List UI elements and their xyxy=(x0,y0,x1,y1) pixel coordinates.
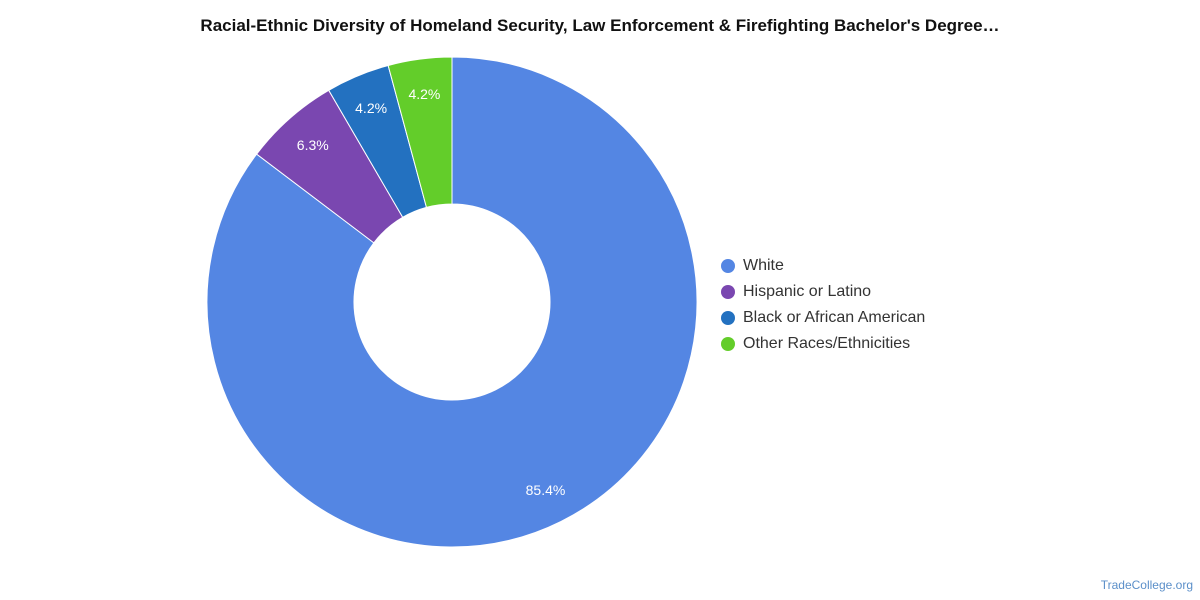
slice-value-label: 85.4% xyxy=(526,482,566,498)
chart-legend: White Hispanic or Latino Black or Africa… xyxy=(721,253,925,357)
legend-item-other-races-ethnicities[interactable]: Other Races/Ethnicities xyxy=(721,331,925,357)
legend-item-black-or-african-american[interactable]: Black or African American xyxy=(721,305,925,331)
legend-marker xyxy=(721,285,735,299)
legend-marker xyxy=(721,337,735,351)
legend-item-white[interactable]: White xyxy=(721,253,925,279)
slice-value-label: 6.3% xyxy=(297,137,329,153)
legend-label: Other Races/Ethnicities xyxy=(743,335,911,352)
source-watermark[interactable]: TradeCollege.org xyxy=(1100,578,1193,592)
chart-title: Racial-Ethnic Diversity of Homeland Secu… xyxy=(200,16,1000,35)
slice-other-races-ethnicities[interactable] xyxy=(387,56,453,208)
slice-value-label: 4.2% xyxy=(408,86,440,102)
legend-label: White xyxy=(743,257,784,274)
legend-label: Black or African American xyxy=(743,309,926,326)
legend-marker xyxy=(721,259,735,273)
legend-marker xyxy=(721,311,735,325)
slice-value-label: 4.2% xyxy=(355,100,387,116)
legend-item-hispanic-or-latino[interactable]: Hispanic or Latino xyxy=(721,279,925,305)
slice-white[interactable] xyxy=(206,56,698,548)
legend-label: Hispanic or Latino xyxy=(743,283,872,300)
